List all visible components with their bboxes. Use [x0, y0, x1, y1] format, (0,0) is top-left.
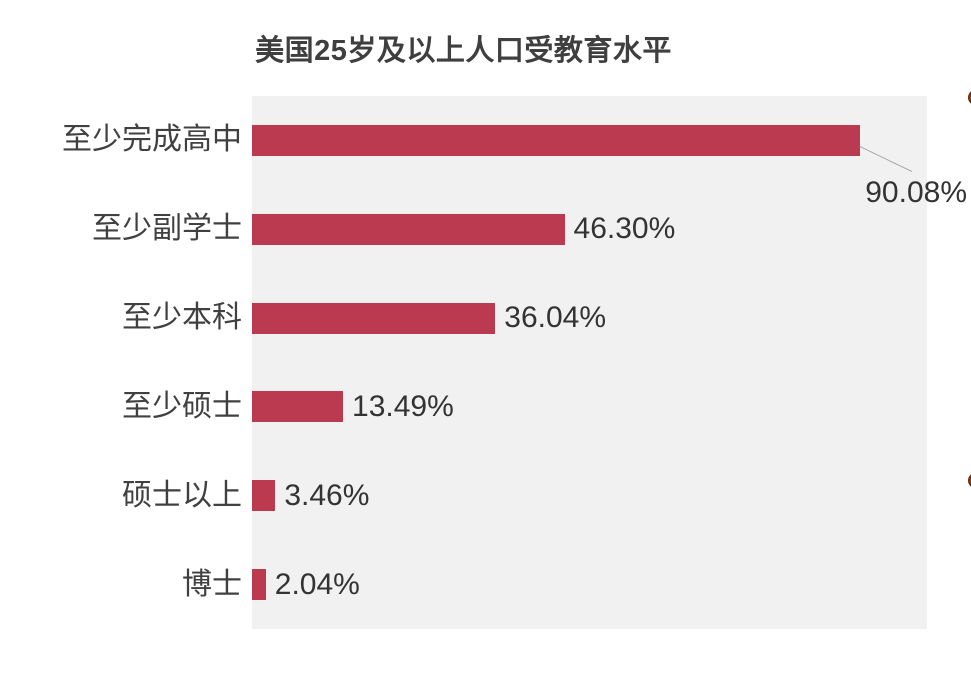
- category-label: 至少副学士: [92, 212, 242, 246]
- category-label: 至少硕士: [122, 389, 242, 423]
- bar: [252, 391, 344, 423]
- value-label: 13.49%: [352, 389, 454, 423]
- bar: [252, 124, 861, 156]
- bar: [252, 569, 266, 601]
- bar: [252, 302, 496, 334]
- plot-area: [252, 96, 927, 629]
- category-label: 博士: [182, 567, 242, 601]
- value-label: 3.46%: [284, 478, 370, 512]
- category-label: 硕士以上: [122, 478, 242, 512]
- bar: [252, 213, 565, 245]
- right-edge-bullet-top: [968, 90, 971, 105]
- value-label: 36.04%: [504, 301, 607, 335]
- value-label: 46.30%: [573, 212, 676, 246]
- bar: [252, 480, 276, 512]
- right-edge-bullet-bottom: [968, 473, 971, 488]
- category-label: 至少完成高中: [62, 123, 242, 157]
- value-label: 90.08%: [865, 176, 967, 210]
- chart-title: 美国25岁及以上人口受教育水平: [255, 35, 672, 67]
- value-label: 2.04%: [274, 567, 360, 601]
- category-label: 至少本科: [122, 301, 242, 335]
